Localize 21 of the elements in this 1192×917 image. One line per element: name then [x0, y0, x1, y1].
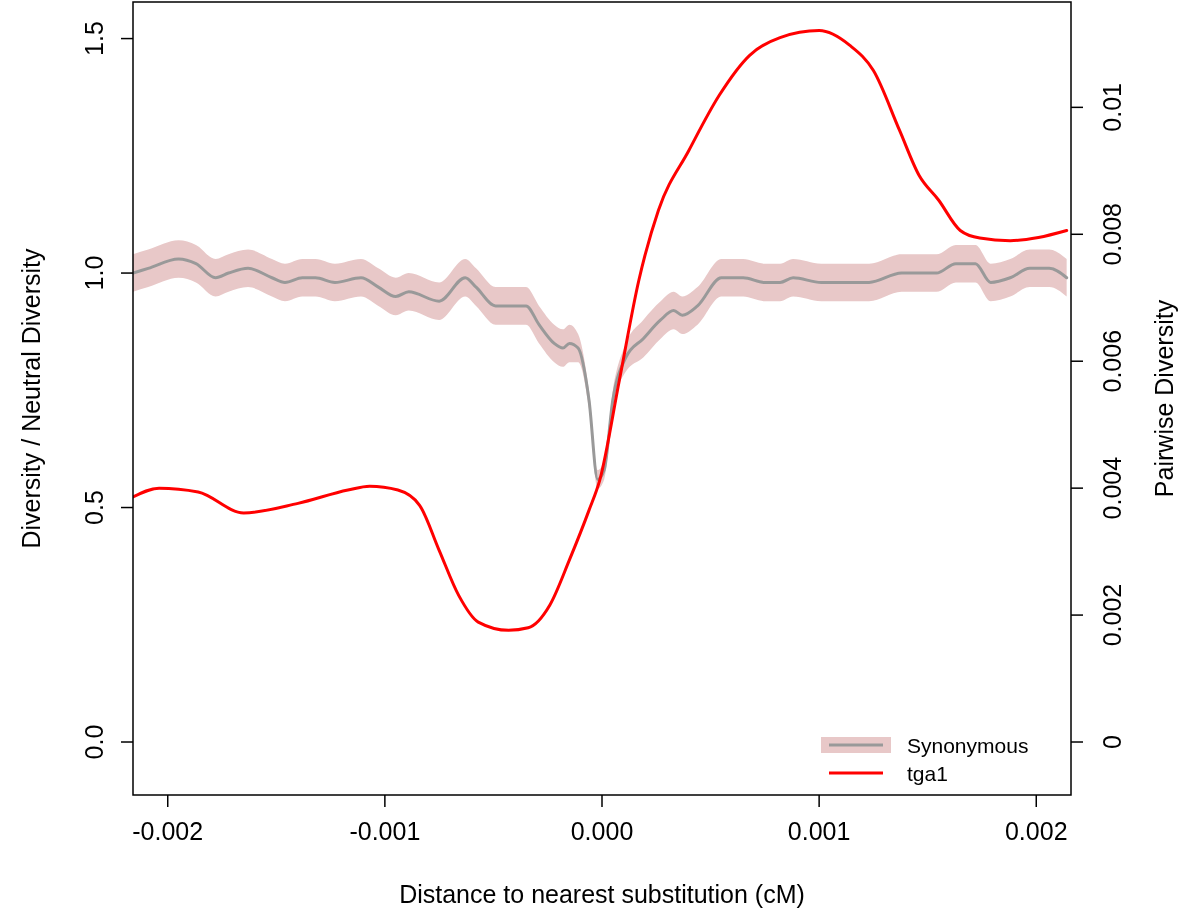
- y-tick-label: 0.5: [80, 490, 108, 525]
- y2-tick-label: 0.002: [1098, 583, 1126, 647]
- legend-label: tga1: [907, 762, 948, 785]
- y2-axis-title: Pairwise Diversity: [1150, 299, 1178, 498]
- y2-tick-label: 0.006: [1098, 329, 1126, 393]
- x-axis-title: Distance to nearest substitution (cM): [399, 880, 805, 908]
- x-tick-label: -0.001: [349, 817, 421, 845]
- x-tick-label: -0.002: [132, 817, 204, 845]
- y-tick-label: 1.5: [80, 21, 108, 56]
- line-series: [133, 29, 1069, 632]
- y-axis-title: Diversity / Neutral Diversity: [17, 247, 45, 549]
- legend-label: Synonymous: [907, 734, 1029, 757]
- y-tick-label: 0.0: [80, 724, 108, 760]
- x-tick-label: 0.001: [787, 817, 851, 845]
- x-tick-label: 0.002: [1004, 817, 1068, 845]
- y-tick-label: 1.0: [80, 255, 108, 291]
- y2-tick-label: 0.01: [1098, 83, 1126, 132]
- x-tick-label: 0.000: [570, 817, 634, 845]
- y2-tick-label: 0.004: [1098, 456, 1126, 520]
- y2-tick-label: 0.008: [1098, 203, 1126, 266]
- y2-tick-label: 0: [1098, 735, 1126, 749]
